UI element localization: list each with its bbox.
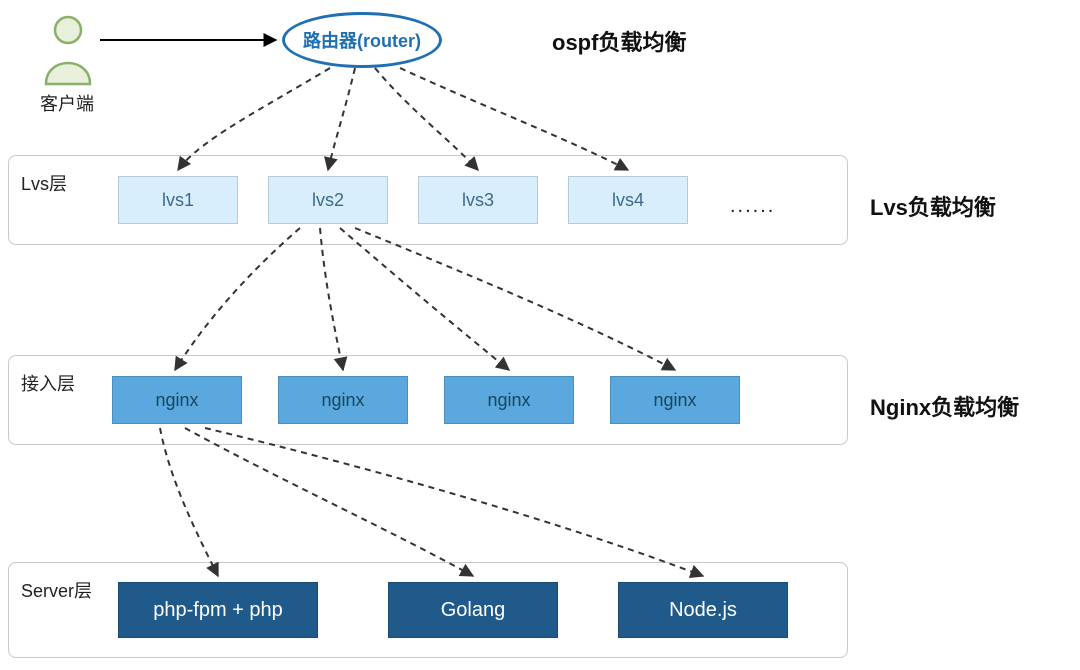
server-layer-title: Server层 (21, 577, 92, 603)
lvs-lb-label: Lvs负载均衡 (870, 190, 996, 222)
nginx-node-1: nginx (278, 376, 408, 424)
lvs-node-2: lvs3 (418, 176, 538, 224)
server-node-1: Golang (388, 582, 558, 638)
lvs-layer-title: Lvs层 (21, 170, 67, 196)
user-icon (40, 14, 96, 86)
ospf-label: ospf负载均衡 (552, 25, 686, 57)
server-node-0: php-fpm + php (118, 582, 318, 638)
server-node-2: Node.js (618, 582, 788, 638)
router-node: 路由器(router) (282, 12, 442, 68)
lvs-node-3: lvs4 (568, 176, 688, 224)
access-layer-title: 接入层 (21, 370, 75, 396)
nginx-lb-label: Nginx负载均衡 (870, 390, 1019, 422)
nginx-node-0: nginx (112, 376, 242, 424)
router-label: 路由器(router) (303, 27, 421, 53)
client-icon (40, 14, 96, 91)
lvs-ellipsis: ...... (730, 195, 775, 218)
lvs-node-1: lvs2 (268, 176, 388, 224)
client-label: 客户端 (40, 90, 94, 116)
lvs-node-0: lvs1 (118, 176, 238, 224)
nginx-node-3: nginx (610, 376, 740, 424)
nginx-node-2: nginx (444, 376, 574, 424)
